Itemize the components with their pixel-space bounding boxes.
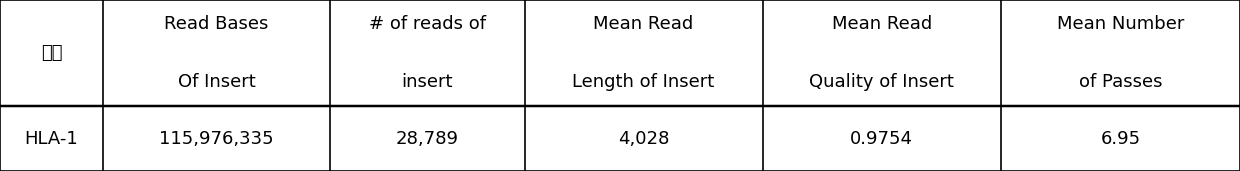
Text: Mean Read

Length of Insert: Mean Read Length of Insert	[573, 15, 714, 91]
Text: 6.95: 6.95	[1100, 129, 1141, 148]
Text: HLA-1: HLA-1	[25, 129, 78, 148]
Text: Read Bases

Of Insert: Read Bases Of Insert	[164, 15, 269, 91]
Text: 4,028: 4,028	[618, 129, 670, 148]
Text: # of reads of

insert: # of reads of insert	[368, 15, 486, 91]
Text: Mean Number

of Passes: Mean Number of Passes	[1056, 15, 1184, 91]
Text: 115,976,335: 115,976,335	[159, 129, 274, 148]
Text: 样本: 样本	[41, 44, 62, 62]
Text: 28,789: 28,789	[396, 129, 459, 148]
Text: Mean Read

Quality of Insert: Mean Read Quality of Insert	[810, 15, 954, 91]
Text: 0.9754: 0.9754	[851, 129, 913, 148]
